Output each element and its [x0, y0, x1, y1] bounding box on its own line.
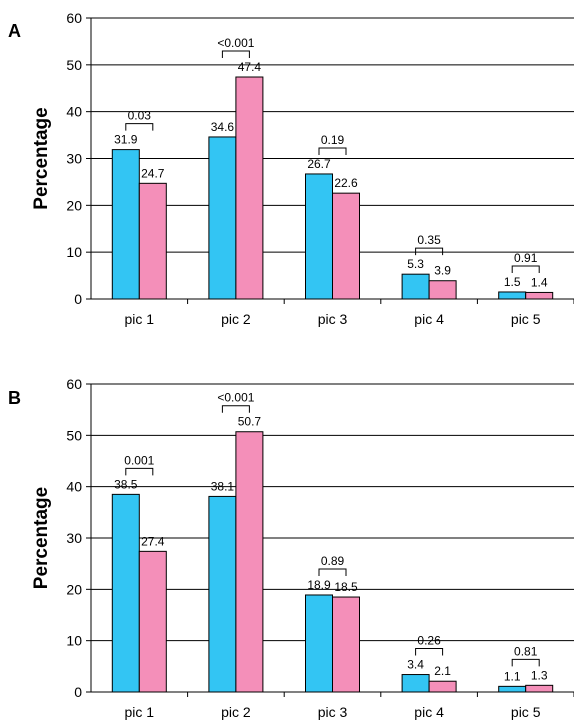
- x-tick-label: pic 5: [511, 311, 541, 327]
- p-value-label: 0.03: [128, 109, 152, 123]
- p-value-label: 0.26: [417, 634, 441, 648]
- x-tick-label: pic 5: [511, 704, 541, 720]
- y-tick-label: 60: [66, 376, 82, 392]
- panel-letter: B: [8, 388, 21, 408]
- bar-series-1: [208, 495, 237, 693]
- significance-bracket: [125, 123, 154, 131]
- bar-series-2: [525, 291, 554, 300]
- panel-letter: A: [8, 21, 21, 41]
- chart-panel-a: A Percentage 0 10 20 30 40 50 60 pic 1 31.9 24.7 0.0…: [8, 10, 574, 327]
- p-value-label: 0.89: [321, 554, 345, 568]
- x-tick-label: pic 2: [221, 311, 251, 327]
- significance-bracket: [415, 648, 444, 656]
- data-label: 18.9: [307, 578, 331, 592]
- bar-series-1: [401, 273, 430, 300]
- data-label: 1.5: [504, 275, 521, 289]
- x-tick-label: pic 3: [318, 311, 348, 327]
- data-label: 27.4: [141, 534, 165, 548]
- bar-series-1: [111, 493, 140, 693]
- bar-series-2: [332, 596, 360, 693]
- y-tick-label: 50: [66, 427, 82, 443]
- y-tick-label: 10: [66, 244, 82, 260]
- data-label: 22.6: [334, 176, 358, 190]
- y-axis-label: Percentage: [31, 107, 52, 209]
- data-label: 2.1: [434, 664, 451, 678]
- p-value-label: 0.001: [124, 453, 154, 467]
- data-label: 1.3: [531, 668, 548, 682]
- x-tick-label: pic 2: [221, 704, 251, 720]
- bar-series-1: [208, 136, 237, 300]
- p-value-label: 0.91: [514, 251, 538, 265]
- bar-series-2: [428, 680, 457, 693]
- bar-series-1: [498, 291, 527, 300]
- bar-series-2: [235, 76, 264, 300]
- bar-series-2: [235, 431, 264, 693]
- y-tick-label: 10: [66, 633, 82, 649]
- data-label: 47.4: [238, 60, 262, 74]
- p-value-label: <0.001: [217, 391, 254, 405]
- bar-series-2: [525, 684, 554, 693]
- data-label: 3.4: [407, 658, 424, 672]
- x-tick-label: pic 1: [125, 311, 155, 327]
- significance-bracket: [221, 405, 250, 413]
- data-label: 38.1: [211, 479, 235, 493]
- bar-series-2: [138, 182, 167, 300]
- bar-series-2: [332, 192, 360, 300]
- y-tick-label: 30: [66, 530, 82, 546]
- bar-series-2: [428, 280, 457, 300]
- data-label: 38.5: [114, 477, 138, 491]
- data-label: 1.4: [531, 275, 548, 289]
- y-tick-label: 30: [66, 151, 82, 167]
- y-tick-label: 0: [74, 684, 82, 700]
- data-label: 3.9: [434, 264, 451, 278]
- x-tick-label: pic 1: [125, 704, 155, 720]
- y-tick-label: 0: [74, 291, 82, 307]
- x-tick-label: pic 3: [318, 704, 348, 720]
- y-tick-label: 40: [66, 104, 82, 120]
- y-tick-label: 60: [66, 10, 82, 26]
- bar-series-2: [138, 550, 167, 693]
- data-label: 34.6: [211, 120, 235, 134]
- y-tick-label: 50: [66, 57, 82, 73]
- significance-bracket: [511, 265, 540, 273]
- y-axis-label: Percentage: [31, 487, 52, 589]
- bar-series-1: [401, 674, 430, 693]
- p-value-label: 0.35: [417, 233, 441, 247]
- y-tick-label: 20: [66, 197, 82, 213]
- chart-panel-b: B Percentage 0 10 20 30 40 50 60 pic 1 38.5 27.4 0.0…: [8, 376, 574, 720]
- bar-series-1: [305, 173, 333, 300]
- data-label: 26.7: [307, 157, 331, 171]
- data-label: 5.3: [407, 257, 424, 271]
- significance-bracket: [125, 467, 154, 476]
- bar-series-1: [111, 149, 140, 300]
- p-value-label: 0.81: [514, 644, 538, 658]
- significance-bracket: [318, 568, 347, 576]
- p-value-label: <0.001: [217, 36, 254, 50]
- p-value-label: 0.19: [321, 133, 345, 147]
- y-tick-label: 20: [66, 581, 82, 597]
- significance-bracket: [221, 50, 250, 59]
- x-tick-label: pic 4: [414, 311, 444, 327]
- significance-bracket: [511, 658, 540, 667]
- data-label: 31.9: [114, 133, 138, 147]
- significance-bracket: [318, 147, 347, 155]
- data-label: 24.7: [141, 166, 165, 180]
- data-label: 50.7: [238, 415, 262, 429]
- data-label: 1.1: [504, 669, 521, 683]
- significance-bracket: [415, 247, 444, 256]
- x-tick-label: pic 4: [414, 704, 444, 720]
- bar-series-1: [305, 594, 333, 693]
- bar-series-1: [498, 685, 527, 693]
- y-tick-label: 40: [66, 479, 82, 495]
- data-label: 18.5: [334, 580, 358, 594]
